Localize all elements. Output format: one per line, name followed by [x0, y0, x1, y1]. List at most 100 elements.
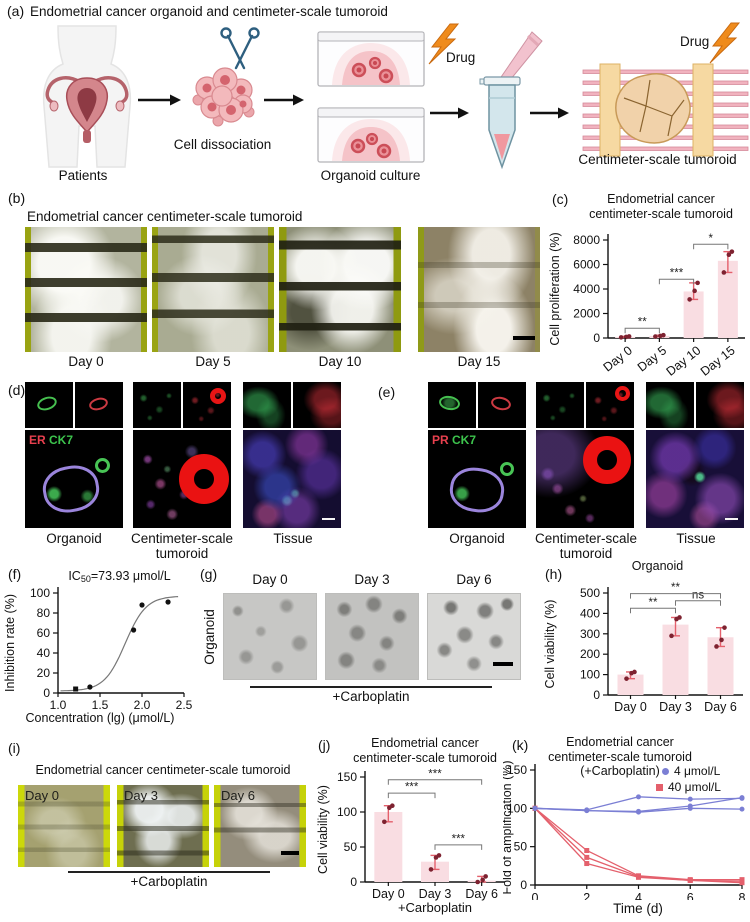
legend-circle-marker [662, 767, 669, 775]
g-day-label: Day 6 [456, 572, 492, 587]
svg-text:Cell viability (%): Cell viability (%) [543, 600, 557, 689]
svg-text:100: 100 [507, 801, 527, 815]
panel-a-letter: (a) [7, 3, 25, 19]
panel-k-chart: 0 50 100 150 0 2 4 6 8 Fold of amplification (%) [503, 760, 746, 900]
scale-bar [513, 336, 535, 340]
tumoroid-day5-image [152, 227, 274, 352]
svg-text:2000: 2000 [573, 307, 600, 321]
svg-text:ns: ns [692, 589, 704, 601]
svg-text:100: 100 [337, 805, 357, 819]
svg-text:Day 6: Day 6 [704, 700, 737, 714]
g-treatment-label: +Carboplatin [332, 689, 410, 704]
svg-text:Day 3: Day 3 [659, 700, 692, 714]
d-tissue-merged-image [243, 430, 341, 528]
scale-bar [322, 517, 335, 520]
svg-text:***: *** [452, 833, 466, 845]
svg-text:Cell viability (%): Cell viability (%) [316, 785, 330, 874]
panel-f-chart: 0 20 40 60 80 100 1.0 1.5 2.0 2.5 Inhibition rate … [3, 586, 193, 712]
e-tissue-green-channel [646, 382, 694, 428]
scale-bar [725, 517, 738, 520]
panel-h-chart: 0 100 200 300 400 500 Day 0 Day 3 Day 6 ** ns ** Cel… [543, 582, 743, 714]
organoid-ring [39, 461, 103, 517]
e-column-label: Centimeter-scale tumoroid [534, 531, 638, 562]
panel-k-letter: (k) [512, 737, 529, 753]
svg-text:**: ** [671, 582, 680, 594]
patient-illustration [42, 25, 132, 168]
svg-text:***: *** [670, 268, 684, 280]
scaffold-tumoroid-illustration [582, 63, 749, 157]
e-tumoroid-red-channel [586, 382, 634, 428]
e-tumoroid-green-channel [536, 382, 584, 428]
svg-text:2: 2 [583, 891, 590, 900]
pr-label: PR [432, 433, 449, 447]
svg-text:Day 15: Day 15 [698, 343, 738, 378]
svg-text:**: ** [649, 597, 658, 609]
svg-text:100: 100 [30, 586, 50, 600]
panel-f-letter: (f) [8, 566, 22, 582]
svg-text:300: 300 [580, 627, 600, 641]
er-label: ER [29, 433, 46, 447]
stain-labels: ER CK7 [29, 433, 73, 447]
d-column-label: Organoid [46, 531, 102, 546]
g-day-label: Day 0 [252, 572, 288, 587]
d-organoid-green-channel [25, 382, 73, 428]
scale-bar [281, 851, 299, 855]
svg-text:Day 0: Day 0 [372, 887, 405, 901]
organoid-outline [35, 394, 59, 413]
tumoroid-label: Centimeter-scale tumoroid [578, 152, 737, 167]
d-tumoroid-red-channel [183, 382, 231, 428]
panel-j-title: Endometrial cancer centimeter-scale tumo… [353, 736, 497, 765]
panel-k-title: Endometrial cancer centimeter-scale tumo… [548, 735, 692, 778]
treatment-underline [250, 686, 492, 688]
red-donut [179, 454, 229, 504]
e-tumoroid-merged-image [536, 430, 634, 528]
stain-labels: PR CK7 [432, 433, 476, 447]
culture-dish-top [317, 31, 425, 87]
tube-icon [479, 76, 521, 170]
svg-text:200: 200 [580, 647, 600, 661]
panel-b-letter: (b) [8, 190, 26, 206]
svg-text:500: 500 [580, 586, 600, 600]
svg-text:Day 3: Day 3 [419, 887, 452, 901]
panel-e-letter: (e) [378, 384, 396, 400]
e-organoid-green-channel [428, 382, 476, 428]
panel-h-letter: (h) [545, 566, 563, 582]
flow-arrow [264, 94, 304, 106]
svg-text:Day 0: Day 0 [601, 343, 635, 374]
svg-text:**: ** [638, 317, 647, 329]
tumoroid-carbo-day6-image: Day 6 [214, 785, 306, 867]
svg-text:60: 60 [37, 626, 51, 640]
svg-text:Day 0: Day 0 [614, 700, 647, 714]
svg-text:1.0: 1.0 [50, 698, 67, 712]
organoid-day3-image [325, 593, 419, 680]
panel-g-letter: (g) [200, 566, 218, 582]
scissors-icon [220, 27, 260, 70]
i-day-overlay: Day 6 [221, 788, 255, 803]
flow-arrow [530, 107, 569, 119]
e-tissue-merged-image [646, 430, 744, 528]
i-treatment-label: +Carboplatin [130, 874, 208, 889]
d-tumoroid-merged-image [133, 430, 231, 528]
svg-text:2.5: 2.5 [176, 698, 193, 712]
panel-a-title: Endometrial cancer organoid and centimet… [30, 4, 388, 19]
cell-cluster-illustration [192, 67, 255, 127]
panel-d-letter: (d) [8, 382, 26, 398]
svg-text:80: 80 [37, 606, 51, 620]
ck7-label: CK7 [452, 433, 477, 447]
small-organoid-ring [500, 462, 514, 476]
organoid-culture-label: Organoid culture [320, 168, 421, 183]
red-donut [583, 436, 631, 484]
svg-text:Cell proliferation (%): Cell proliferation (%) [548, 232, 562, 345]
svg-text:8000: 8000 [573, 233, 600, 247]
svg-text:50: 50 [514, 840, 528, 854]
svg-text:4000: 4000 [573, 282, 600, 296]
svg-text:6000: 6000 [573, 258, 600, 272]
e-column-label: Organoid [449, 531, 505, 546]
ck7-label: CK7 [49, 433, 74, 447]
svg-text:Inhibition rate (%): Inhibition rate (%) [3, 594, 17, 692]
organoid-ring [447, 464, 507, 516]
svg-text:+Carboplatin: +Carboplatin [398, 900, 472, 915]
red-donut [210, 388, 226, 404]
svg-text:0: 0 [593, 688, 600, 702]
ic50-annotation: IC50=73.93 μmol/L [68, 569, 171, 584]
